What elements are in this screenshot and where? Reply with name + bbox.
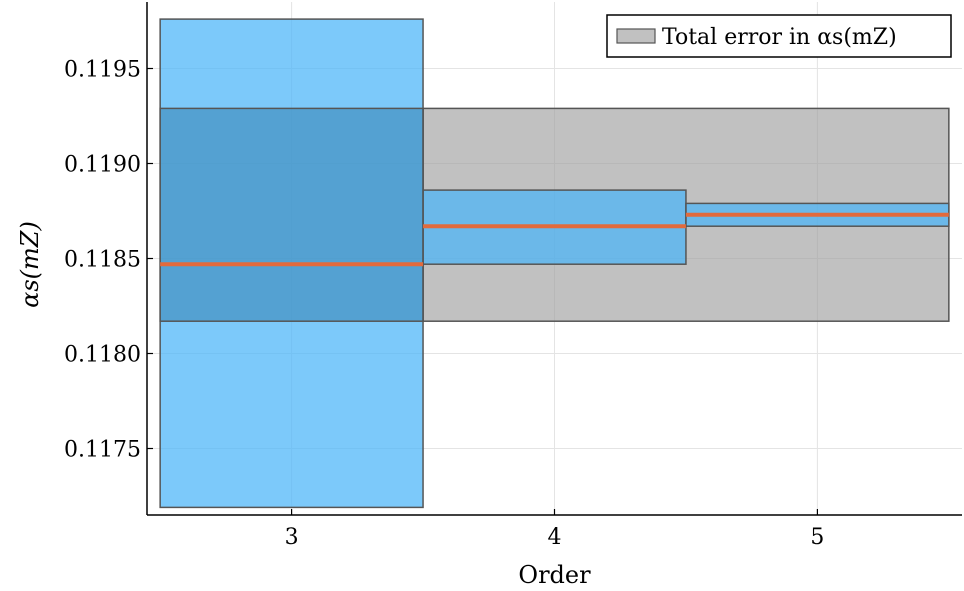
svg-text:αs(mZ): αs(mZ) (16, 221, 44, 308)
total-error-overlap-band (160, 108, 423, 321)
y-tick-label: 0.1190 (64, 153, 141, 178)
legend-swatch (617, 29, 655, 43)
x-tick-label: 3 (285, 525, 299, 550)
y-tick-label: 0.1195 (64, 58, 141, 83)
y-tick-label: 0.1180 (64, 343, 141, 368)
y-tick-label: 0.1185 (64, 248, 141, 273)
x-axis-label: Order (518, 561, 591, 589)
y-tick-label: 0.1175 (64, 438, 141, 463)
x-tick-label: 4 (548, 525, 562, 550)
y-axis-label: αs(mZ) (16, 221, 44, 308)
legend-label: Total error in αs(mZ) (662, 25, 897, 50)
x-tick-label: 5 (810, 525, 824, 550)
legend: Total error in αs(mZ) (607, 15, 951, 57)
